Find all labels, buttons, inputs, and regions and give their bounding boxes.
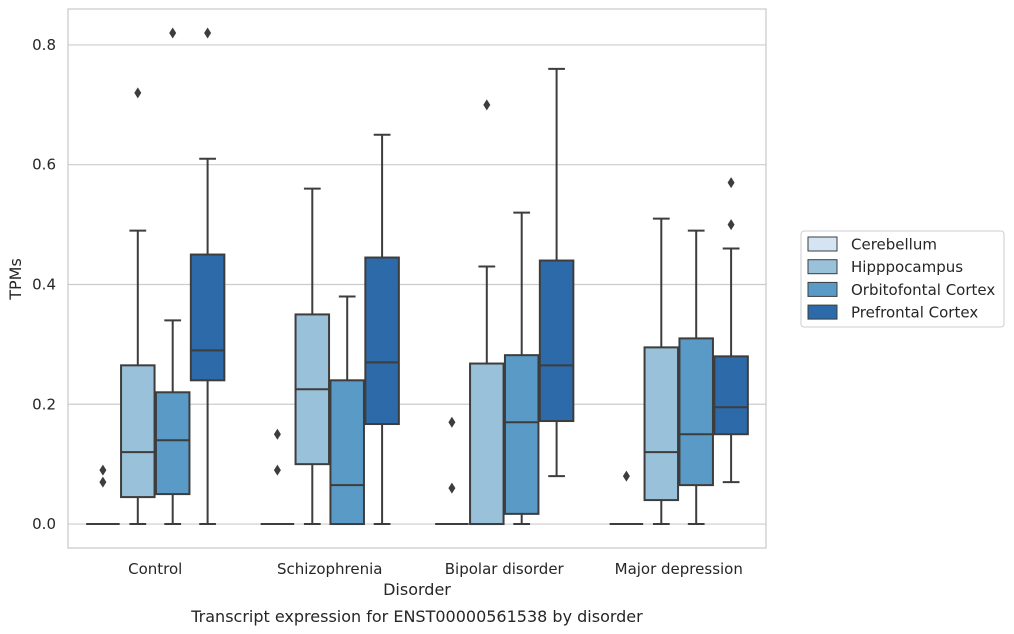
y-axis-ticks: 0.0 0.2 0.4 0.6 0.8 xyxy=(32,36,56,533)
x-tick-label: Bipolar disorder xyxy=(445,560,565,578)
outlier-point xyxy=(727,219,735,231)
legend-label: Orbitofontal Cortex xyxy=(851,281,995,299)
box xyxy=(189,253,226,382)
box xyxy=(154,391,191,496)
y-tick-label: 0.0 xyxy=(32,515,56,533)
y-tick-label: 0.4 xyxy=(32,275,56,293)
outlier-point xyxy=(448,416,456,428)
box xyxy=(469,362,505,526)
x-tick-label: Schizophrenia xyxy=(277,560,382,578)
y-axis-label: TPMs xyxy=(6,258,25,301)
legend-label: Hipppocampus xyxy=(851,258,963,276)
legend-label: Prefrontal Cortex xyxy=(851,304,978,322)
x-tick-label: Control xyxy=(128,560,182,578)
box xyxy=(503,354,540,515)
legend-swatch xyxy=(807,236,838,252)
y-tick-label: 0.8 xyxy=(32,36,56,54)
legend-swatch xyxy=(807,304,838,320)
outlier-point xyxy=(448,482,456,494)
outlier-point xyxy=(483,99,491,111)
y-tick-label: 0.6 xyxy=(32,156,56,174)
box xyxy=(713,355,749,436)
outlier-point xyxy=(727,177,735,189)
x-axis-ticks: Control Schizophrenia Bipolar disorder Majo… xyxy=(128,560,743,578)
legend-swatch xyxy=(807,259,838,275)
outlier-point xyxy=(273,428,281,440)
x-tick-label: Major depression xyxy=(615,560,743,578)
outlier-point xyxy=(99,476,107,488)
outlier-point xyxy=(99,464,107,476)
legend-label: Cerebellum xyxy=(851,236,937,254)
legend: Cerebellum Hipppocampus Orbitofontal Corte… xyxy=(800,230,1005,328)
legend-frame xyxy=(800,230,1005,328)
box xyxy=(678,337,714,487)
box xyxy=(329,379,365,526)
chart-caption: Transcript expression for ENST0000056153… xyxy=(190,607,643,626)
outlier-point xyxy=(134,87,142,99)
outlier-point xyxy=(169,27,177,39)
box-series xyxy=(86,27,749,526)
y-tick-label: 0.2 xyxy=(32,395,56,413)
box xyxy=(364,256,400,426)
box xyxy=(643,346,680,502)
legend-swatch xyxy=(807,281,838,297)
outlier-point xyxy=(204,27,212,39)
box xyxy=(120,364,156,499)
outlier-point xyxy=(273,464,281,476)
outlier-point xyxy=(622,470,630,482)
x-axis-label: Disorder xyxy=(383,580,451,599)
box xyxy=(538,259,575,423)
